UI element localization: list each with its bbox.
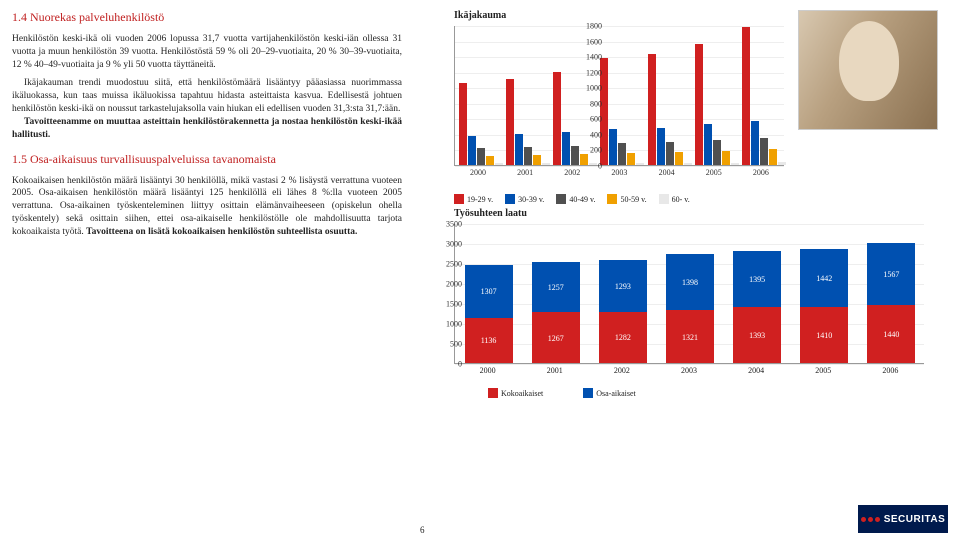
securitas-logo: SECURITAS	[858, 505, 948, 533]
chart-1-legend: 19-29 v.30-39 v.40-49 v.50-59 v.60- v.	[454, 194, 938, 204]
section-1-5-para-1: Kokoaikaisen henkilöstön määrä lisääntyi…	[12, 175, 402, 239]
section-1-5-heading: 1.5 Osa-aikaisuus turvallisuuspalveluiss…	[12, 152, 402, 167]
chart-2-title: Työsuhteen laatu	[454, 208, 938, 219]
section-1-4-para-2: Ikäjakauman trendi muodostuu siitä, että…	[12, 77, 402, 141]
section-1-4-para-1: Henkilöstön keski-ikä oli vuoden 2006 lo…	[12, 33, 402, 71]
chart-2-legend: KokoaikaisetOsa-aikaiset	[488, 388, 938, 398]
employment-type-chart: Työsuhteen laatu 11361307126712571282129…	[418, 208, 938, 388]
section-1-4-heading: 1.4 Nuorekas palveluhenkilöstö	[12, 10, 402, 25]
page-number: 6	[420, 525, 425, 535]
employee-photo	[798, 10, 938, 130]
